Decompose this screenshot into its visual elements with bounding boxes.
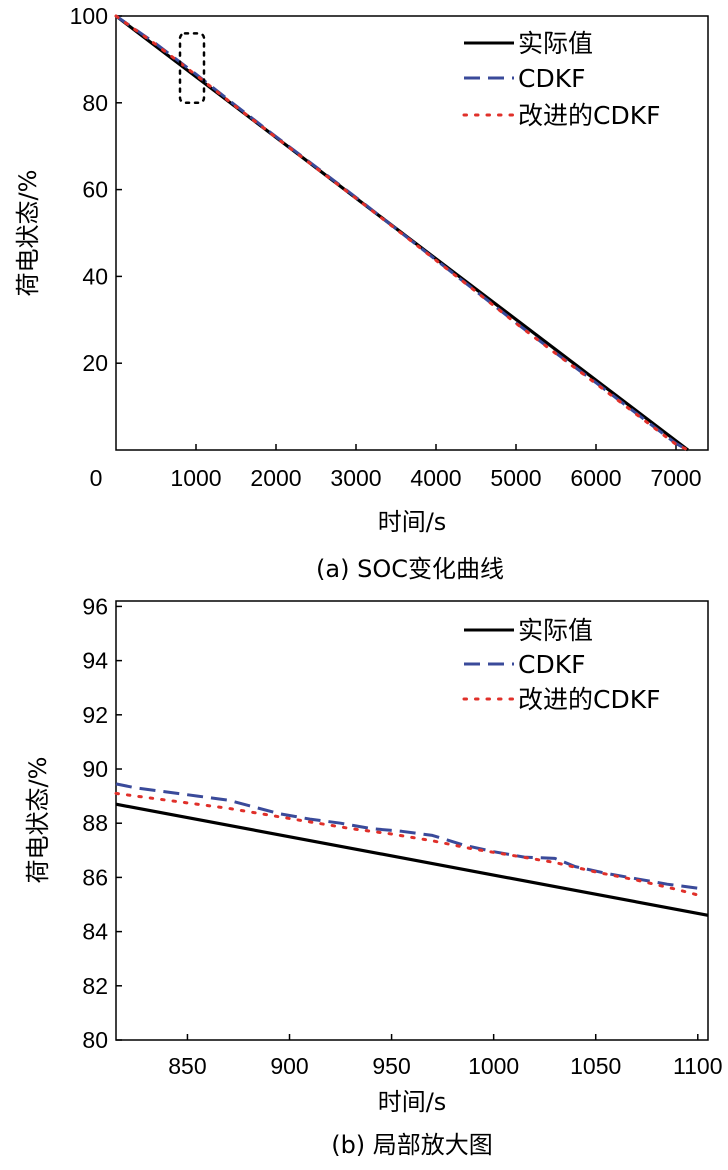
chart-a-origin-label: 0 [90,465,103,491]
chart-a-series [114,14,690,452]
chart-b-ytick-label: 96 [82,593,108,619]
chart-b-xtick-label: 850 [168,1053,206,1079]
chart-b-ytick-label: 80 [82,1027,108,1053]
chart-a-xlabel: 时间/s [378,508,447,536]
chart-a-ylabel: 荷电状态/% [14,170,42,297]
chart-b-series-dashed [115,782,698,890]
chart-b-xtick-label: 1000 [468,1053,519,1079]
legend-a-actual-label: 实际值 [518,29,593,58]
chart-a-xtick-label: 6000 [570,465,621,491]
chart-b-ytick-label: 84 [82,919,108,945]
chart-b-xlabel: 时间/s [378,1088,447,1116]
chart-a-ytick-label: 20 [82,350,108,376]
chart-b-series-dotted [114,791,700,897]
chart-b-ytick-label: 90 [82,756,108,782]
chart-a: 1000 2000 3000 4000 5000 6000 7000204060801000… [14,3,709,583]
chart-b-xtick-label: 1100 [673,1053,722,1079]
chart-a-ytick-label: 40 [82,263,108,289]
chart-b-xtick-label: 950 [372,1053,410,1079]
chart-b-xtick-label: 900 [270,1053,308,1079]
chart-b-ytick-label: 94 [82,648,108,674]
chart-a-ytick-label: 60 [82,177,108,203]
chart-b-caption: (b) 局部放大图 [331,1131,493,1159]
chart-a-xtick-label: 4000 [410,465,461,491]
chart-a-legend: 实际值 CDKF 改进的CDKF [462,29,660,130]
legend-a-cdkf-label: CDKF [518,64,585,93]
legend-b-improved-label: 改进的CDKF [518,685,660,714]
chart-b-series [114,782,709,917]
chart-b-ytick-label: 88 [82,810,108,836]
legend-b-cdkf-label: CDKF [518,650,585,679]
chart-a-caption: (a) SOC变化曲线 [316,555,504,583]
chart-a-xtick-label: 7000 [650,465,701,491]
chart-b-ytick-label: 92 [82,702,108,728]
chart-b-xtick-label: 1050 [570,1053,621,1079]
chart-b-ytick-label: 82 [82,973,108,999]
chart-a-xtick-label: 2000 [250,465,301,491]
chart-b-plot-frame [115,600,709,1041]
legend-b-actual-label: 实际值 [518,616,593,645]
chart-a-plot-frame [115,15,709,451]
legend-a-improved-label: 改进的CDKF [518,101,660,130]
chart-a-xtick-label: 1000 [170,465,221,491]
chart-a-series-dashed [115,14,689,452]
chart-b: 850 900 950 1000 1050 1100808284868890929496 … [24,593,723,1159]
chart-a-ytick-label: 80 [82,90,108,116]
chart-a-xtick-label: 3000 [330,465,381,491]
chart-b-ylabel: 荷电状态/% [24,757,52,884]
chart-a-xtick-label: 5000 [490,465,541,491]
chart-b-series-solid [115,802,709,917]
chart-b-ticks: 850 900 950 1000 1050 1100 80 82 84 86 88 90 92 94 96 [82,593,722,1079]
chart-b-ytick-label: 86 [82,864,108,890]
chart-a-ytick-label: 100 [70,3,108,29]
chart-b-legend: 实际值 CDKF 改进的CDKF [462,616,660,714]
